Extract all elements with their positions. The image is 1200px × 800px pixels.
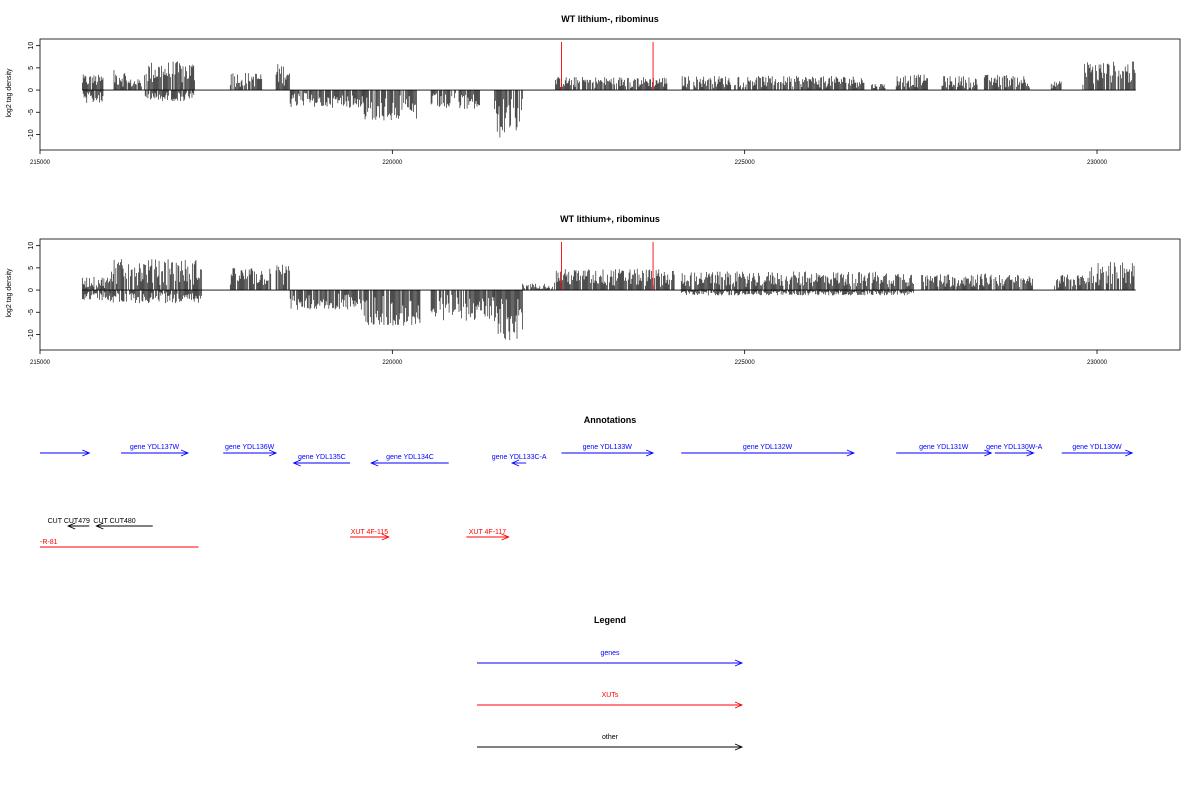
y-tick-label: -5	[28, 309, 35, 315]
gene-arrow	[223, 449, 278, 457]
x-tick-label: 225000	[735, 360, 756, 366]
x-tick-label: 215000	[30, 360, 51, 366]
legend-title: Legend	[594, 615, 626, 625]
y-tick-label: -10	[28, 129, 35, 139]
x-tick-label: 225000	[735, 160, 756, 166]
gene-arrow	[40, 449, 91, 457]
track-panel-lithium-plus: WT lithium+, ribominus log2 tag density …	[6, 214, 1181, 366]
legend-items: genes XUTs other	[477, 650, 744, 751]
gene-arrow	[121, 449, 190, 457]
legend-label: genes	[600, 650, 620, 657]
legend-label: XUTs	[602, 692, 619, 699]
panel-title: WT lithium+, ribominus	[560, 214, 660, 224]
annotations-title: Annotations	[584, 415, 637, 425]
panel-title: WT lithium-, ribominus	[561, 14, 659, 24]
y-tick-label: -5	[28, 109, 35, 115]
gene-arrow	[1061, 449, 1134, 457]
gene-label: gene YDL132W	[743, 444, 793, 451]
x-tick-label: 220000	[382, 160, 403, 166]
legend: Legend genes XUTs other	[477, 615, 744, 751]
y-tick-label: 10	[28, 42, 35, 50]
other-label: CUT CUT479	[48, 518, 90, 525]
y-axis: 10 5 0 -5 -10	[28, 42, 40, 140]
plot-frame	[39, 238, 1181, 351]
annotations-panel: Annotations gene YDL137W gene YDL136Wgene…	[40, 415, 1134, 548]
red-feature-label: -R-81	[40, 539, 58, 546]
y-tick-label: 0	[28, 88, 35, 92]
other-label: CUT CUT480	[93, 518, 135, 525]
legend-item: genes	[477, 650, 744, 667]
gene-arrow	[510, 459, 527, 467]
legend-item: other	[477, 734, 744, 751]
gene-label: gene YDL130W-A	[986, 444, 1042, 451]
xut-arrow	[350, 533, 390, 541]
gene-label: gene YDL130W	[1072, 444, 1122, 451]
gene-label: gene YDL136W	[225, 444, 275, 451]
gene-arrow	[370, 459, 449, 467]
legend-item: XUTs	[477, 692, 744, 709]
gene-arrow	[896, 449, 993, 457]
gene-label: gene YDL133C-A	[492, 454, 547, 461]
x-axis: 215000 220000 225000 230000	[30, 350, 1108, 366]
gene-label: gene YDL135C	[298, 454, 346, 461]
y-tick-label: 5	[28, 266, 35, 270]
xut-label: XUT 4F-117	[469, 529, 507, 536]
y-axis-label: log2 tag density	[6, 268, 13, 318]
x-tick-label: 220000	[382, 360, 403, 366]
gene-arrow	[561, 449, 655, 457]
x-axis: 215000 220000 225000 230000	[30, 150, 1108, 166]
y-axis-label: log2 tag density	[6, 68, 13, 118]
gene-arrow	[292, 459, 351, 467]
y-tick-label: 10	[28, 242, 35, 250]
gene-arrow	[994, 449, 1035, 457]
gene-label: gene YDL137W	[130, 444, 180, 451]
plot-frame	[39, 38, 1181, 151]
x-tick-label: 230000	[1087, 160, 1108, 166]
xut-arrow	[466, 533, 510, 541]
gene-label: gene YDL133W	[583, 444, 633, 451]
marker-lines	[561, 42, 654, 91]
track-panel-lithium-minus: WT lithium-, ribominus log2 tag density …	[6, 14, 1181, 166]
y-tick-label: 0	[28, 288, 35, 292]
x-tick-label: 215000	[30, 160, 51, 166]
gene-arrow	[681, 449, 856, 457]
other-arrow	[95, 522, 153, 530]
gene-label: gene YDL131W	[919, 444, 969, 451]
legend-label: other	[602, 734, 619, 741]
marker-lines	[561, 242, 654, 291]
y-tick-label: -10	[28, 329, 35, 339]
y-tick-label: 5	[28, 66, 35, 70]
density-bars	[81, 259, 1135, 341]
xut-label: XUT 4F-115	[351, 529, 389, 536]
y-axis: 10 5 0 -5 -10	[28, 242, 40, 340]
density-bars	[81, 61, 1136, 138]
x-tick-label: 230000	[1087, 360, 1108, 366]
annotation-features: gene YDL137W gene YDL136W gene YDL135C gene…	[40, 444, 1134, 548]
gene-label: gene YDL134C	[386, 454, 434, 461]
other-arrow	[67, 522, 90, 530]
